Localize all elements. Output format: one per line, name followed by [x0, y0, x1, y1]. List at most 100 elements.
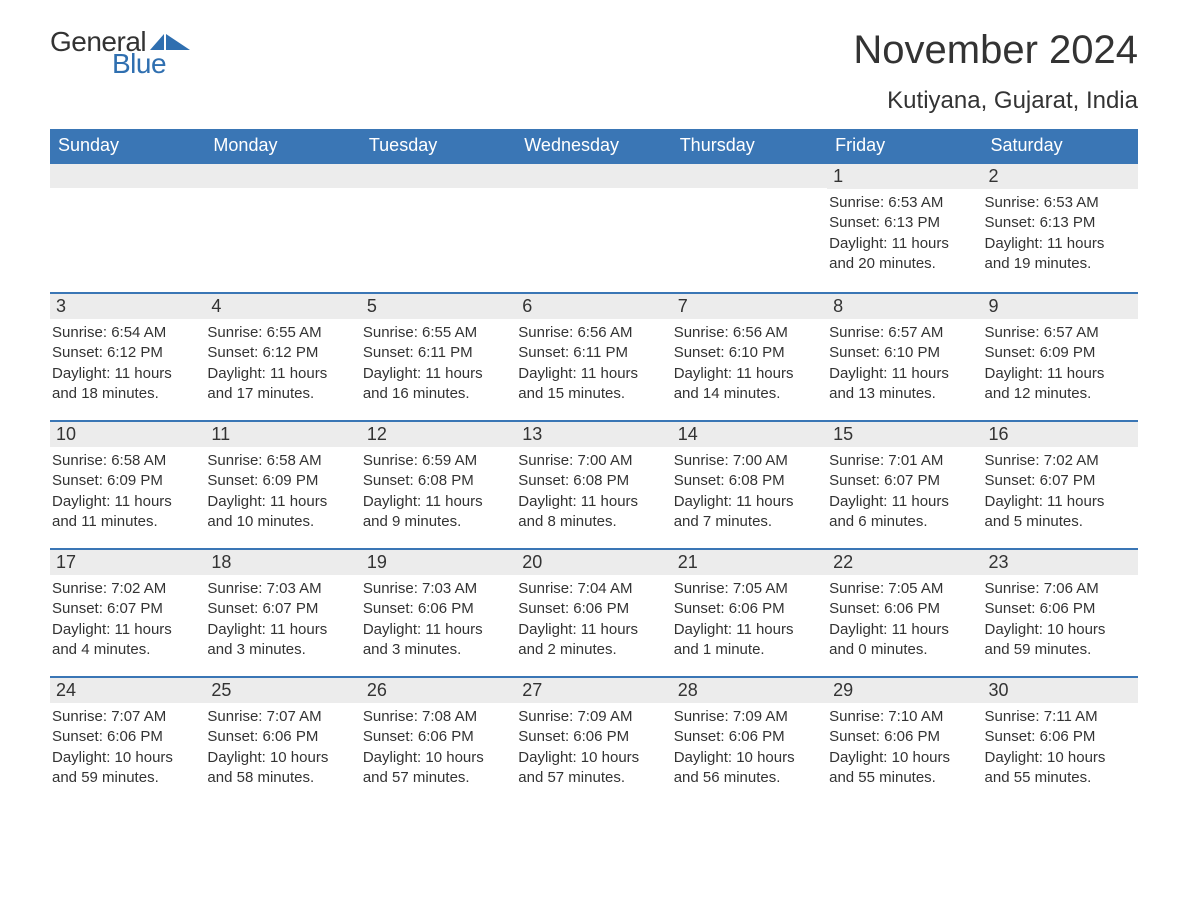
sunrise-text: Sunrise: 7:00 AM	[674, 451, 821, 471]
day-number: 10	[50, 422, 205, 447]
calendar-day-cell: 23Sunrise: 7:06 AMSunset: 6:06 PMDayligh…	[983, 550, 1138, 676]
daylight-text: Daylight: 11 hours and 13 minutes.	[829, 364, 976, 405]
daylight-text: Daylight: 11 hours and 2 minutes.	[518, 620, 665, 661]
day-number: 27	[516, 678, 671, 703]
calendar-day-cell: 16Sunrise: 7:02 AMSunset: 6:07 PMDayligh…	[983, 422, 1138, 548]
sunset-text: Sunset: 6:08 PM	[363, 471, 510, 491]
sunrise-text: Sunrise: 6:57 AM	[985, 323, 1132, 343]
daylight-text: Daylight: 10 hours and 55 minutes.	[829, 748, 976, 789]
day-number	[205, 164, 360, 188]
sunset-text: Sunset: 6:07 PM	[207, 599, 354, 619]
top-row: General Blue November 2024 Kutiyana, Guj…	[50, 28, 1138, 115]
calendar-day-cell: 30Sunrise: 7:11 AMSunset: 6:06 PMDayligh…	[983, 678, 1138, 804]
brand-word2: Blue	[112, 50, 166, 78]
location-title: Kutiyana, Gujarat, India	[853, 87, 1138, 115]
daylight-text: Daylight: 11 hours and 9 minutes.	[363, 492, 510, 533]
calendar-day-cell	[205, 164, 360, 292]
sunrise-text: Sunrise: 7:02 AM	[52, 579, 199, 599]
day-details: Sunrise: 7:07 AMSunset: 6:06 PMDaylight:…	[205, 703, 360, 792]
daylight-text: Daylight: 11 hours and 3 minutes.	[207, 620, 354, 661]
calendar-week-row: 1Sunrise: 6:53 AMSunset: 6:13 PMDaylight…	[50, 164, 1138, 292]
calendar-day-cell: 11Sunrise: 6:58 AMSunset: 6:09 PMDayligh…	[205, 422, 360, 548]
sunrise-text: Sunrise: 6:58 AM	[207, 451, 354, 471]
calendar-day-cell: 17Sunrise: 7:02 AMSunset: 6:07 PMDayligh…	[50, 550, 205, 676]
calendar-week-row: 3Sunrise: 6:54 AMSunset: 6:12 PMDaylight…	[50, 292, 1138, 420]
daylight-text: Daylight: 11 hours and 7 minutes.	[674, 492, 821, 533]
sunset-text: Sunset: 6:10 PM	[829, 343, 976, 363]
sunset-text: Sunset: 6:08 PM	[674, 471, 821, 491]
sunset-text: Sunset: 6:09 PM	[985, 343, 1132, 363]
sunset-text: Sunset: 6:11 PM	[363, 343, 510, 363]
sunrise-text: Sunrise: 7:03 AM	[363, 579, 510, 599]
sunset-text: Sunset: 6:07 PM	[52, 599, 199, 619]
daylight-text: Daylight: 11 hours and 6 minutes.	[829, 492, 976, 533]
day-number: 8	[827, 294, 982, 319]
day-number: 20	[516, 550, 671, 575]
daylight-text: Daylight: 11 hours and 3 minutes.	[363, 620, 510, 661]
sunset-text: Sunset: 6:06 PM	[207, 727, 354, 747]
sunset-text: Sunset: 6:12 PM	[207, 343, 354, 363]
day-details: Sunrise: 7:09 AMSunset: 6:06 PMDaylight:…	[516, 703, 671, 792]
sunrise-text: Sunrise: 7:05 AM	[674, 579, 821, 599]
day-details: Sunrise: 7:02 AMSunset: 6:07 PMDaylight:…	[983, 447, 1138, 536]
sunrise-text: Sunrise: 6:56 AM	[674, 323, 821, 343]
day-number: 24	[50, 678, 205, 703]
daylight-text: Daylight: 11 hours and 5 minutes.	[985, 492, 1132, 533]
day-number: 2	[983, 164, 1138, 189]
daylight-text: Daylight: 10 hours and 57 minutes.	[363, 748, 510, 789]
sunrise-text: Sunrise: 7:01 AM	[829, 451, 976, 471]
day-number: 3	[50, 294, 205, 319]
sunset-text: Sunset: 6:08 PM	[518, 471, 665, 491]
day-details: Sunrise: 6:57 AMSunset: 6:09 PMDaylight:…	[983, 319, 1138, 408]
sunset-text: Sunset: 6:06 PM	[518, 599, 665, 619]
day-details: Sunrise: 6:57 AMSunset: 6:10 PMDaylight:…	[827, 319, 982, 408]
day-details: Sunrise: 7:00 AMSunset: 6:08 PMDaylight:…	[516, 447, 671, 536]
daylight-text: Daylight: 11 hours and 10 minutes.	[207, 492, 354, 533]
sunrise-text: Sunrise: 6:55 AM	[363, 323, 510, 343]
daylight-text: Daylight: 11 hours and 8 minutes.	[518, 492, 665, 533]
calendar-day-cell: 24 Sunrise: 7:07 AMSunset: 6:06 PMDayligh…	[50, 678, 205, 804]
calendar: Sunday Monday Tuesday Wednesday Thursday…	[50, 129, 1138, 804]
day-number: 13	[516, 422, 671, 447]
daylight-text: Daylight: 10 hours and 59 minutes.	[52, 748, 199, 789]
day-number: 25	[205, 678, 360, 703]
calendar-day-cell: 28Sunrise: 7:09 AMSunset: 6:06 PMDayligh…	[672, 678, 827, 804]
calendar-day-cell: 5Sunrise: 6:55 AMSunset: 6:11 PMDaylight…	[361, 294, 516, 420]
calendar-day-cell: 13Sunrise: 7:00 AMSunset: 6:08 PMDayligh…	[516, 422, 671, 548]
sunset-text: Sunset: 6:06 PM	[52, 727, 199, 747]
sunrise-text: Sunrise: 7:07 AM	[207, 707, 354, 727]
day-header: Thursday	[672, 129, 827, 164]
day-header: Saturday	[983, 129, 1138, 164]
sunrise-text: Sunrise: 6:53 AM	[829, 193, 976, 213]
sunset-text: Sunset: 6:10 PM	[674, 343, 821, 363]
day-details: Sunrise: 6:55 AMSunset: 6:12 PMDaylight:…	[205, 319, 360, 408]
day-header: Tuesday	[361, 129, 516, 164]
day-details: Sunrise: 6:58 AMSunset: 6:09 PMDaylight:…	[50, 447, 205, 536]
calendar-header-row: Sunday Monday Tuesday Wednesday Thursday…	[50, 129, 1138, 164]
sunrise-text: Sunrise: 7:07 AM	[52, 707, 199, 727]
daylight-text: Daylight: 11 hours and 19 minutes.	[985, 234, 1132, 275]
calendar-week-row: 24Sunrise: 7:07 AMSunset: 6:06 PMDayligh…	[50, 676, 1138, 804]
day-number: 16	[983, 422, 1138, 447]
day-number: 29	[827, 678, 982, 703]
sunset-text: Sunset: 6:11 PM	[518, 343, 665, 363]
day-number	[361, 164, 516, 188]
day-number: 5	[361, 294, 516, 319]
sunset-text: Sunset: 6:06 PM	[518, 727, 665, 747]
day-number: 6	[516, 294, 671, 319]
sunset-text: Sunset: 6:07 PM	[985, 471, 1132, 491]
calendar-day-cell: 29Sunrise: 7:10 AMSunset: 6:06 PMDayligh…	[827, 678, 982, 804]
daylight-text: Daylight: 11 hours and 20 minutes.	[829, 234, 976, 275]
sunrise-text: Sunrise: 6:54 AM	[52, 323, 199, 343]
calendar-day-cell: 25Sunrise: 7:07 AMSunset: 6:06 PMDayligh…	[205, 678, 360, 804]
day-number: 12	[361, 422, 516, 447]
day-number: 7	[672, 294, 827, 319]
sunrise-text: Sunrise: 7:11 AM	[985, 707, 1132, 727]
calendar-day-cell: 19Sunrise: 7:03 AMSunset: 6:06 PMDayligh…	[361, 550, 516, 676]
sunset-text: Sunset: 6:12 PM	[52, 343, 199, 363]
calendar-day-cell: 7Sunrise: 6:56 AMSunset: 6:10 PMDaylight…	[672, 294, 827, 420]
sunset-text: Sunset: 6:06 PM	[829, 727, 976, 747]
calendar-day-cell: 14Sunrise: 7:00 AMSunset: 6:08 PMDayligh…	[672, 422, 827, 548]
daylight-text: Daylight: 11 hours and 4 minutes.	[52, 620, 199, 661]
sunrise-text: Sunrise: 7:08 AM	[363, 707, 510, 727]
